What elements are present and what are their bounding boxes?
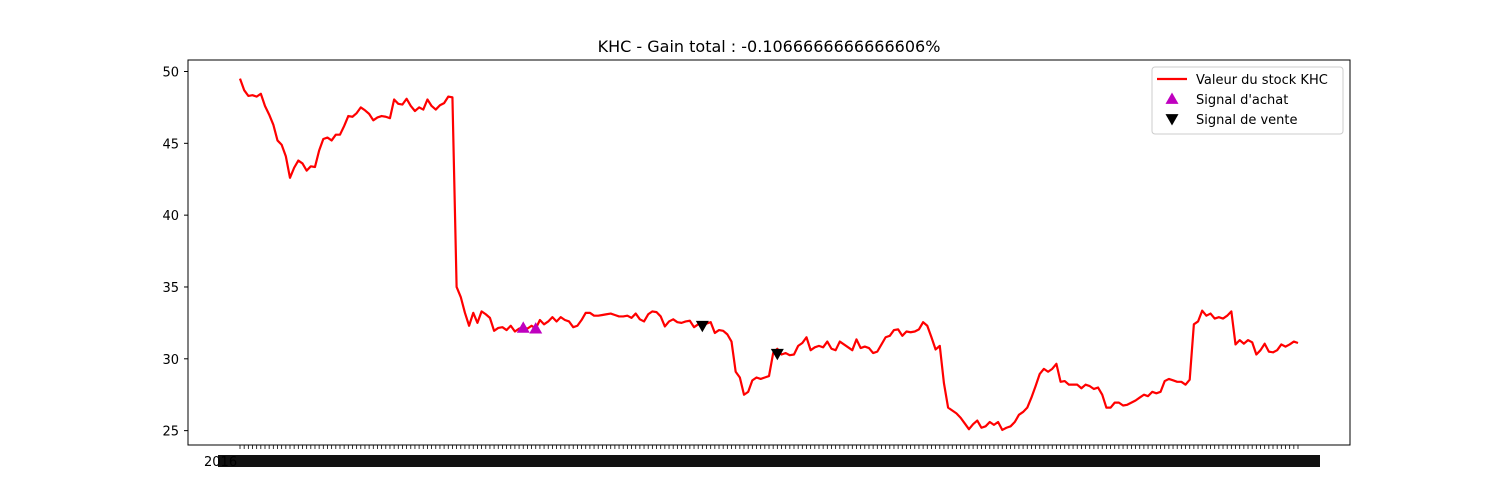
y-tick-label: 25 — [162, 425, 179, 440]
y-tick-label: 35 — [162, 281, 179, 296]
series-line-khc — [238, 78, 1299, 432]
legend-swatch-marker — [1165, 114, 1179, 126]
legend-box — [1151, 66, 1344, 135]
buy-signal-marker — [529, 322, 543, 334]
legend: Valeur du stock KHC Signal d'achat Signal … — [1151, 66, 1344, 135]
x-tick-labels-band — [218, 455, 1320, 467]
legend-label: Signal d'achat — [1196, 93, 1288, 108]
chart-title: KHC - Gain total : -0.1066666666666606% — [598, 37, 941, 56]
y-tick-label: 30 — [162, 353, 179, 368]
x-tick-label-first: 2016 — [204, 455, 237, 470]
sell-signal-marker — [695, 320, 709, 333]
y-tick-label: 50 — [162, 65, 179, 80]
legend-label: Valeur du stock KHC — [1196, 73, 1328, 88]
y-axis: 25 30 35 40 45 50 — [162, 65, 188, 440]
buy-signal-marker — [516, 321, 530, 333]
y-tick-label: 45 — [162, 137, 179, 152]
sell-signal-marker — [770, 348, 784, 361]
legend-swatch-marker — [1165, 92, 1179, 104]
x-axis: 2016 — [204, 445, 1320, 470]
y-tick-label: 40 — [162, 209, 179, 224]
legend-label: Signal de vente — [1196, 113, 1297, 128]
